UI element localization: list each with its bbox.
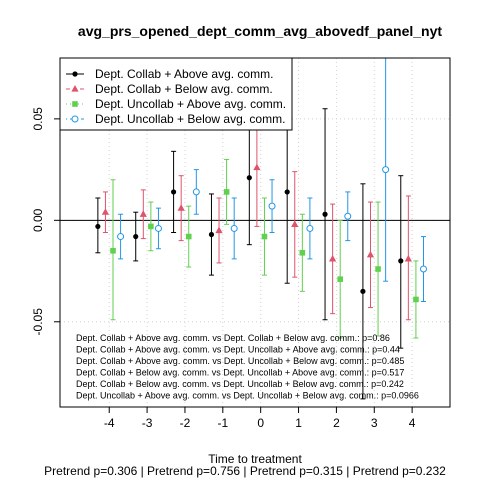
x-tick-label: -1 xyxy=(217,416,228,430)
y-tick-label: 0.00 xyxy=(31,208,45,232)
legend-label: Dept. Collab + Above avg. comm. xyxy=(95,67,273,81)
comparison-annotations: Dept. Collab + Above avg. comm. vs Dept.… xyxy=(76,333,419,401)
legend-box xyxy=(59,57,293,131)
legend-item: Dept. Uncollab + Below avg. comm. xyxy=(66,112,285,126)
data-point xyxy=(398,258,404,264)
data-point xyxy=(170,189,177,195)
data-point xyxy=(133,233,139,240)
data-point xyxy=(382,166,390,174)
comparison-annotation: Dept. Uncollab + Above avg. comm. vs Dep… xyxy=(76,391,419,401)
data-point xyxy=(419,265,427,273)
data-point xyxy=(291,220,299,227)
legend-marker xyxy=(71,115,79,123)
x-tick-label: 3 xyxy=(371,416,378,430)
legend-item: Dept. Uncollab + Above avg. comm. xyxy=(66,97,286,111)
series-4 xyxy=(117,57,427,302)
data-point xyxy=(185,233,192,240)
comparison-annotation: Dept. Collab + Below avg. comm. vs Dept.… xyxy=(76,368,404,378)
data-point xyxy=(261,233,268,240)
data-point xyxy=(344,212,352,220)
data-series xyxy=(95,57,427,400)
legend-marker xyxy=(72,71,78,77)
legend-item: Dept. Collab + Above avg. comm. xyxy=(66,67,273,81)
series-3 xyxy=(110,158,419,339)
data-point xyxy=(404,254,412,262)
data-point xyxy=(299,249,306,256)
data-point xyxy=(154,224,162,232)
x-tick-label: 2 xyxy=(333,416,340,430)
legend-label: Dept. Uncollab + Above avg. comm. xyxy=(95,97,286,111)
x-tick-label: 0 xyxy=(257,416,264,430)
data-point xyxy=(230,224,238,232)
data-point xyxy=(177,204,185,211)
comparison-annotation: Dept. Collab + Below avg. comm. vs Dept.… xyxy=(76,379,404,389)
chart-title: avg_prs_opened_dept_comm_avg_abovedf_pan… xyxy=(78,23,442,39)
data-point xyxy=(246,175,252,181)
data-point xyxy=(284,189,290,195)
data-point xyxy=(110,247,116,254)
legend-marker xyxy=(72,101,78,107)
legend-item: Dept. Collab + Below avg. comm. xyxy=(66,82,273,96)
x-tick-label: 1 xyxy=(295,416,302,430)
data-point xyxy=(95,223,101,230)
x-axis-label: Time to treatment xyxy=(208,452,302,466)
x-tick-label: 4 xyxy=(409,416,416,430)
data-point xyxy=(413,296,419,303)
data-point xyxy=(192,188,200,196)
legend: Dept. Collab + Above avg. comm.Dept. Col… xyxy=(59,57,293,131)
y-tick-label: 0.05 xyxy=(31,107,45,131)
data-point xyxy=(253,163,261,171)
data-point xyxy=(268,202,276,210)
axes: -4 -3 -2 -1 0 1 2 3 4 -0.05 0.00 0.05 xyxy=(31,107,416,430)
data-point xyxy=(139,210,147,217)
comparison-annotation: Dept. Collab + Above avg. comm. vs Dept.… xyxy=(76,356,404,366)
data-point xyxy=(223,189,230,195)
comparison-annotation: Dept. Collab + Above avg. comm. vs Dept.… xyxy=(76,345,400,355)
series-2 xyxy=(101,108,412,321)
x-tick-label: -3 xyxy=(142,416,153,430)
data-point xyxy=(215,226,223,234)
x-tick-label: -4 xyxy=(104,416,115,430)
legend-label: Dept. Uncollab + Below avg. comm. xyxy=(95,112,285,126)
data-point xyxy=(208,231,215,238)
data-point xyxy=(329,254,337,262)
data-point xyxy=(101,208,110,215)
comparison-annotation: Dept. Collab + Above avg. comm. vs Dept.… xyxy=(76,333,390,343)
legend-marker xyxy=(71,85,79,92)
series-1 xyxy=(95,100,404,400)
data-point xyxy=(375,266,381,272)
legend-label: Dept. Collab + Below avg. comm. xyxy=(95,82,273,96)
data-point xyxy=(322,211,328,217)
data-point xyxy=(360,288,366,294)
data-point xyxy=(306,224,314,232)
data-point xyxy=(337,276,343,282)
data-point xyxy=(117,233,125,241)
y-tick-label: -0.05 xyxy=(31,308,45,336)
pretrend-subtitle: Pretrend p=0.306 | Pretrend p=0.756 | Pr… xyxy=(44,464,446,478)
data-point xyxy=(148,223,154,230)
data-point xyxy=(366,250,375,258)
x-tick-label: -2 xyxy=(180,416,191,430)
